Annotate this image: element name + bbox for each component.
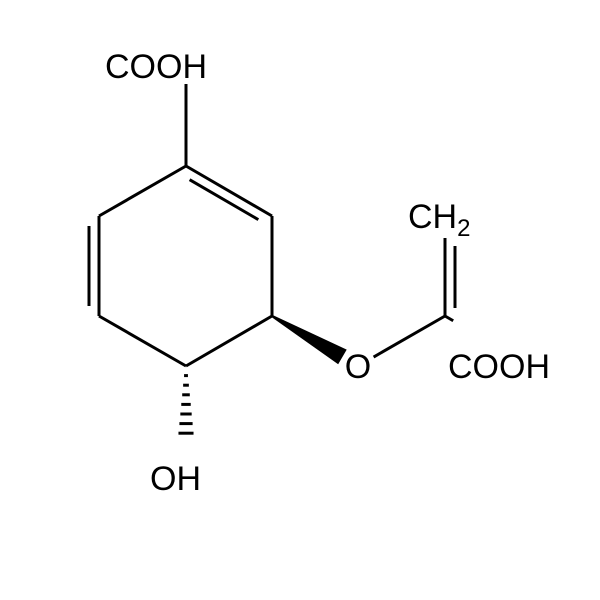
chemical-structure: COOH OH CH2 O COOH xyxy=(0,0,600,600)
label-cooh_top: COOH xyxy=(105,48,207,86)
label-cooh_right: COOH xyxy=(448,348,550,386)
wedge-solid xyxy=(271,315,346,364)
label-oh_bottom: OH xyxy=(150,460,201,498)
label-ch2: CH2 xyxy=(408,198,470,242)
wedge-dashed xyxy=(178,376,193,434)
label-o_ether: O xyxy=(345,348,371,386)
